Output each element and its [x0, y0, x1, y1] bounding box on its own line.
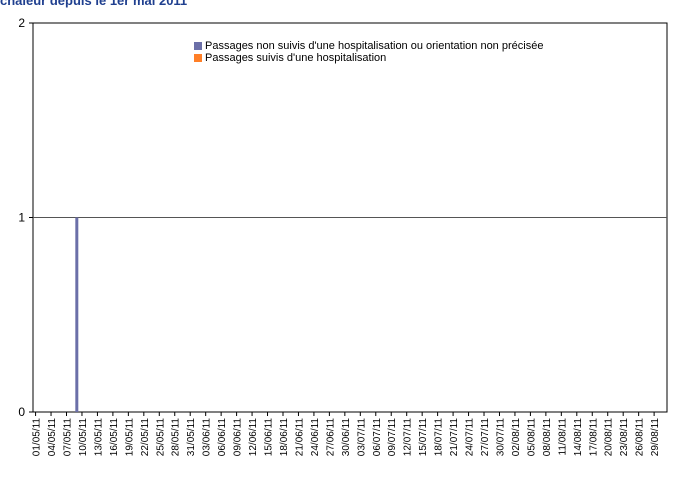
x-tick-label-12: 06/06/11	[217, 418, 228, 457]
y-tick-label-0: 0	[18, 405, 25, 419]
x-tick-label-23: 09/07/11	[387, 418, 398, 457]
y-tick-label-1: 1	[18, 211, 25, 225]
x-tick-label-7: 22/05/11	[140, 418, 151, 457]
legend-label-0: Passages non suivis d'une hospitalisatio…	[205, 40, 544, 52]
legend-swatch-0	[194, 42, 202, 50]
x-tick-label-9: 28/05/11	[171, 418, 182, 457]
x-tick-label-16: 18/06/11	[279, 418, 290, 457]
x-tick-label-32: 05/08/11	[526, 418, 537, 457]
x-tick-label-38: 23/08/11	[619, 418, 630, 457]
x-tick-label-19: 27/06/11	[325, 418, 336, 457]
x-tick-label-27: 21/07/11	[449, 418, 460, 457]
x-tick-label-22: 06/07/11	[372, 418, 383, 457]
legend: Passages non suivis d'une hospitalisatio…	[194, 40, 543, 64]
legend-swatch-1	[194, 54, 202, 62]
legend-item-0: Passages non suivis d'une hospitalisatio…	[194, 40, 543, 52]
x-tick-label-39: 26/08/11	[635, 418, 646, 457]
x-tick-label-11: 03/06/11	[202, 418, 213, 457]
x-tick-label-0: 01/05/11	[32, 418, 43, 457]
x-tick-label-31: 02/08/11	[511, 418, 522, 457]
legend-item-1: Passages suivis d'une hospitalisation	[194, 52, 543, 64]
x-tick-label-21: 03/07/11	[356, 418, 367, 457]
x-tick-label-36: 17/08/11	[588, 418, 599, 457]
x-tick-label-15: 15/06/11	[264, 418, 275, 457]
x-tick-label-26: 18/07/11	[434, 418, 445, 457]
x-tick-label-30: 30/07/11	[495, 418, 506, 457]
y-tick-label-2: 2	[18, 16, 25, 30]
x-tick-label-13: 09/06/11	[233, 418, 244, 457]
x-tick-label-4: 13/05/11	[93, 418, 104, 457]
x-tick-label-29: 27/07/11	[480, 418, 491, 457]
x-tick-label-14: 12/06/11	[248, 418, 259, 457]
x-tick-label-5: 16/05/11	[109, 418, 120, 457]
x-tick-label-17: 21/06/11	[294, 418, 305, 457]
x-tick-label-28: 24/07/11	[465, 418, 476, 457]
chart-title: chaleur depuis le 1er mai 2011	[0, 0, 188, 8]
x-tick-label-10: 31/05/11	[186, 418, 197, 457]
x-tick-label-20: 30/06/11	[341, 418, 352, 457]
x-tick-label-33: 08/08/11	[542, 418, 553, 457]
legend-label-1: Passages suivis d'une hospitalisation	[205, 52, 387, 64]
x-tick-label-18: 24/06/11	[310, 418, 321, 457]
x-tick-label-25: 15/07/11	[418, 418, 429, 457]
x-tick-label-34: 11/08/11	[557, 418, 568, 456]
x-tick-label-37: 20/08/11	[604, 418, 615, 457]
x-tick-label-6: 19/05/11	[124, 418, 135, 457]
x-tick-label-2: 07/05/11	[63, 418, 74, 457]
x-tick-label-1: 04/05/11	[47, 418, 58, 457]
x-tick-label-8: 25/05/11	[155, 418, 166, 457]
bar-0	[75, 217, 79, 412]
x-tick-label-40: 29/08/11	[650, 418, 661, 457]
x-tick-label-24: 12/07/11	[403, 418, 414, 457]
x-tick-label-3: 10/05/11	[78, 418, 89, 457]
x-tick-label-35: 14/08/11	[573, 418, 584, 457]
